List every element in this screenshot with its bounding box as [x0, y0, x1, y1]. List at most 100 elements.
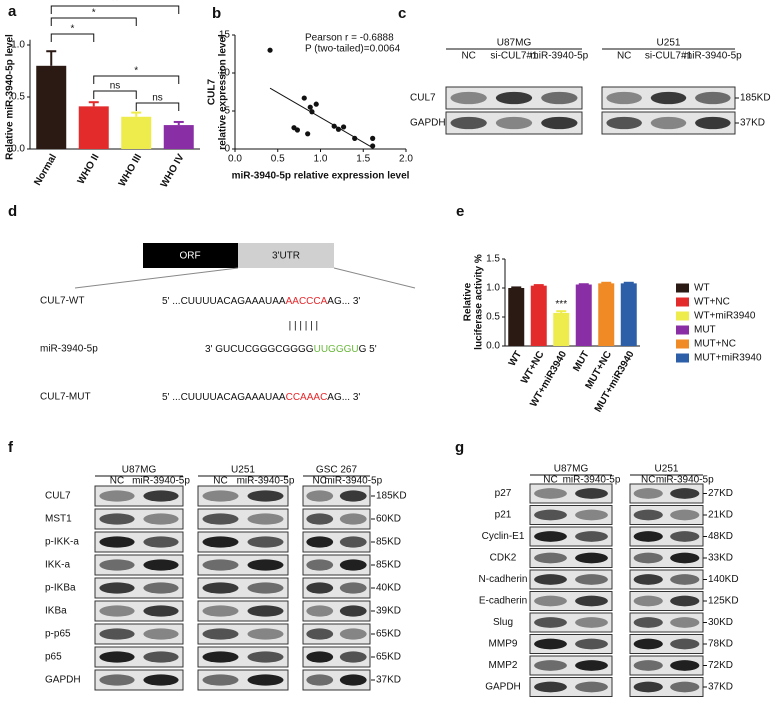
sequence-name: miR-3940-5p — [40, 344, 98, 355]
box-label: ORF — [179, 251, 200, 262]
blot-band — [143, 605, 179, 617]
y-axis-label: Relative miR-3940-5p level — [5, 34, 16, 160]
sequence-part: AG... 3' — [327, 296, 360, 307]
legend-swatch — [676, 283, 689, 293]
blot-band — [670, 488, 700, 499]
size-label: 30KD — [708, 617, 733, 628]
panel-letter: g — [455, 439, 464, 456]
sequence: 5' ...CUUUUACAGAAAUAAAACCCAAG... 3' — [162, 296, 360, 307]
panel-letter: d — [8, 203, 17, 220]
legend-label: WT — [694, 283, 710, 294]
row-label: E-cadherin — [479, 596, 527, 607]
blot-band — [606, 116, 642, 130]
blot-band — [633, 509, 663, 521]
lane-label: NC — [313, 476, 327, 487]
blot-band — [306, 490, 334, 502]
scatter-point — [331, 123, 337, 129]
bar — [553, 312, 570, 346]
bar — [121, 116, 152, 149]
size-label: 27KD — [708, 488, 733, 499]
sequence-name: CUL7-WT — [40, 296, 84, 307]
row-label: p21 — [495, 510, 512, 521]
blot-band — [534, 595, 567, 607]
sequence: 5' ...CUUUUACAGAAAUAACCAAACAG... 3' — [162, 392, 360, 403]
blot-band — [247, 536, 284, 548]
legend-swatch — [676, 353, 689, 363]
blot-band — [143, 559, 179, 571]
blot-band — [143, 628, 179, 640]
sequence-part: G 5' — [359, 344, 377, 355]
x-tick-label: Normal — [32, 152, 59, 188]
blot-band — [99, 605, 135, 617]
blot-band — [143, 536, 179, 548]
row-label: IKBa — [45, 606, 67, 617]
x-tick-label: 1.0 — [314, 154, 328, 165]
legend-label: MUT+miR3940 — [694, 353, 762, 364]
lane-label: si-CUL7#1 — [645, 51, 693, 62]
row-label: p-IKBa — [45, 583, 76, 594]
blot-band — [202, 605, 239, 617]
y-axis-label: Relative — [463, 282, 474, 321]
blot-band — [202, 559, 239, 571]
y-axis-label: luciferase activity % — [474, 254, 485, 350]
blot-band — [575, 509, 608, 521]
sequence-name: CUL7-MUT — [40, 392, 91, 403]
y-tick-label: 1.0 — [486, 283, 500, 294]
row-label: p65 — [45, 652, 62, 663]
x-tick-label: WHO IV — [159, 152, 187, 190]
blot-band — [670, 595, 700, 607]
blot-band — [534, 638, 567, 650]
blot-band — [143, 582, 179, 594]
blot-band — [99, 513, 135, 525]
lane-label: NC — [110, 476, 124, 487]
lane-label: miR-3940-5p — [656, 475, 714, 486]
scatter-point — [301, 95, 307, 101]
blot-band — [575, 488, 608, 499]
lane-label: miR-3940-5p — [132, 476, 190, 487]
x-axis-label: miR-3940-5p relative expression level — [232, 171, 410, 182]
lane-label: miR-3940-5p — [237, 476, 295, 487]
size-label: 85KD — [376, 560, 401, 571]
blot-band — [247, 605, 284, 617]
blot-band — [202, 490, 239, 502]
lane-label: NC — [641, 475, 655, 486]
size-label: 78KD — [708, 639, 733, 650]
row-label: MST1 — [45, 514, 72, 525]
group-label: U87MG — [497, 38, 532, 49]
y-tick-label: 0 — [224, 144, 230, 155]
row-label: Cyclin-E1 — [482, 531, 525, 542]
blot-band — [339, 582, 367, 594]
blot-band — [633, 681, 663, 693]
blot-band — [534, 681, 567, 693]
orf-box — [143, 243, 238, 268]
legend-swatch — [676, 325, 689, 335]
box-label: 3'UTR — [272, 251, 300, 262]
blot-band — [575, 681, 608, 693]
group-label: U251 — [231, 465, 255, 476]
blot-band — [202, 536, 239, 548]
size-label: 185KD — [740, 93, 771, 104]
blot-band — [306, 605, 334, 617]
y-axis-label: relative expression level — [218, 34, 229, 150]
group-label: U87MG — [122, 465, 157, 476]
scatter-point — [370, 135, 376, 141]
blot-band — [606, 91, 642, 105]
y-tick-label: 0.5 — [486, 312, 500, 323]
blot-band — [306, 674, 334, 686]
scatter-point — [309, 109, 315, 115]
blot-band — [143, 490, 179, 502]
row-label: p27 — [495, 488, 512, 499]
scatter-point — [294, 127, 301, 133]
annotation: *** — [555, 299, 567, 310]
sequence-part: 5' ...CUUUUACAGAAAUAA — [162, 392, 286, 403]
blot-band — [306, 582, 334, 594]
blot-band — [670, 638, 700, 650]
lane-label: miR-3940-5p — [684, 51, 742, 62]
blot-band — [495, 91, 533, 105]
size-label: 40KD — [376, 583, 401, 594]
significance-bracket — [93, 90, 137, 99]
size-label: 72KD — [708, 660, 733, 671]
blot-band — [633, 552, 663, 564]
group-label: U251 — [657, 38, 681, 49]
